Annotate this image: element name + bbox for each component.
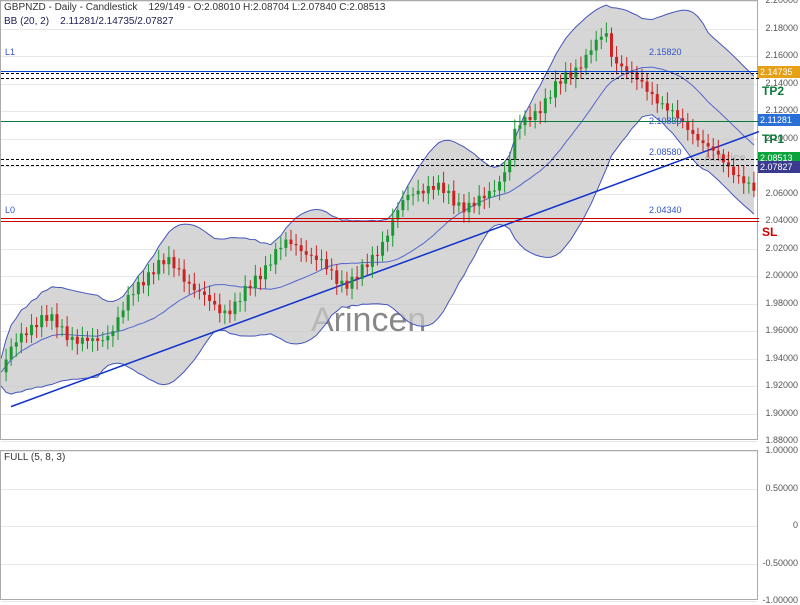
y-tick: 2.04000	[765, 215, 798, 225]
level-line	[1, 73, 759, 74]
y-tick: 1.88000	[765, 435, 798, 445]
level-line	[1, 159, 759, 160]
y-tick: 2.02000	[765, 243, 798, 253]
grid-line	[1, 451, 757, 452]
bb-value: 2.08580	[649, 147, 682, 157]
y-tick: 2.00000	[765, 270, 798, 280]
timeframe: Daily	[55, 2, 77, 13]
chart-title: GBPNZD - Daily - Candlestick 129/149 - O…	[4, 2, 385, 13]
bb-name: BB (20, 2)	[4, 16, 49, 27]
y-tick: 0	[793, 520, 798, 530]
y-tick: 1.92000	[765, 380, 798, 390]
y-tick: -0.50000	[762, 558, 798, 568]
y-tick: 1.98000	[765, 298, 798, 308]
bb-value: 2.04340	[649, 205, 682, 215]
dashed-line	[1, 78, 759, 79]
grid-line	[1, 441, 757, 442]
grid-line	[1, 526, 757, 527]
bb-indicator-label: BB (20, 2) 2.11281/2.14735/2.07827	[4, 16, 173, 27]
sl-label: SL	[762, 225, 777, 239]
bar-count: 129/149	[149, 2, 185, 13]
y-tick: 1.00000	[765, 445, 798, 455]
level-line	[1, 218, 759, 219]
y-tick: 1.90000	[765, 408, 798, 418]
grid-line	[1, 564, 757, 565]
price-box: 2.07827	[758, 161, 800, 173]
chart-container: Arincen L12.158202.108302.08580L02.04340…	[0, 0, 800, 600]
level-line	[1, 121, 759, 122]
y-tick: -1.00000	[762, 595, 798, 605]
level-line	[1, 71, 759, 72]
chart-type: Candlestick	[86, 2, 138, 13]
grid-line	[1, 601, 757, 602]
tp1-label: TP1	[762, 132, 784, 146]
price-box: 2.14735	[758, 66, 800, 78]
price-box: 2.11281	[758, 114, 800, 126]
y-tick: 2.20000	[765, 0, 798, 5]
grid-line	[1, 489, 757, 490]
main-chart-area[interactable]: Arincen L12.158202.108302.08580L02.04340	[0, 0, 758, 440]
sub-chart-area[interactable]	[0, 450, 758, 600]
l0-label: L0	[5, 205, 15, 215]
bb-value: 2.10830	[649, 116, 682, 126]
ohlc: O:2.08010 H:2.08704 L:2.07840 C:2.08513	[194, 2, 386, 13]
dashed-line	[1, 165, 759, 166]
tp2-label: TP2	[762, 84, 784, 98]
y-tick: 0.50000	[765, 483, 798, 493]
l1-label: L1	[5, 47, 15, 57]
sl-line	[1, 221, 759, 222]
bb-vals: 2.11281/2.14735/2.07827	[60, 16, 173, 27]
y-tick: 2.18000	[765, 23, 798, 33]
y-tick: 1.96000	[765, 325, 798, 335]
y-tick: 1.94000	[765, 353, 798, 363]
y-tick: 2.16000	[765, 50, 798, 60]
y-tick: 2.06000	[765, 188, 798, 198]
sub-y-axis: -1.00000-0.5000000.500001.00000	[758, 450, 800, 600]
symbol: GBPNZD	[4, 2, 46, 13]
full-indicator-label: FULL (5, 8, 3)	[4, 452, 65, 463]
bb-value: 2.15820	[649, 47, 682, 57]
